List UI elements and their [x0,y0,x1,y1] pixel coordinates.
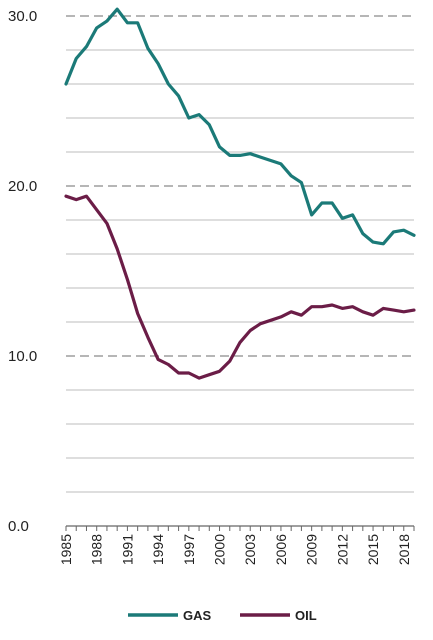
y-tick-label: 30.0 [8,8,37,25]
x-tick-label: 1991 [119,534,135,565]
x-tick-label: 1985 [58,534,74,565]
gridlines [66,15,414,493]
x-tick-label: 1988 [89,534,105,565]
x-tick-label: 2006 [273,534,289,565]
series-lines [64,7,416,380]
x-axis [65,525,415,531]
x-tick-label: 2000 [212,534,228,565]
series-line-gas [64,7,416,246]
legend-label-gas: GAS [183,608,212,623]
x-tick-label: 1997 [181,534,197,565]
y-tick-label: 20.0 [8,178,37,195]
series-line-oil [64,194,416,380]
x-tick-label: 2015 [365,534,381,565]
legend: GAS OIL [128,608,317,623]
x-tick-label: 2012 [334,534,350,565]
y-tick-label: 10.0 [8,348,37,365]
y-tick-label: 0.0 [8,518,29,535]
legend-label-oil: OIL [295,608,317,623]
x-tick-label: 2018 [396,534,412,565]
x-axis-tick-labels: 1985 1988 1991 1994 1997 2000 2003 2006 2009 2012… [58,534,412,565]
y-axis-tick-labels: 0.0 10.0 20.0 30.0 [8,8,37,535]
x-tick-label: 2003 [242,534,258,565]
x-tick-label: 1994 [150,534,166,565]
x-tick-label: 2009 [304,534,320,565]
